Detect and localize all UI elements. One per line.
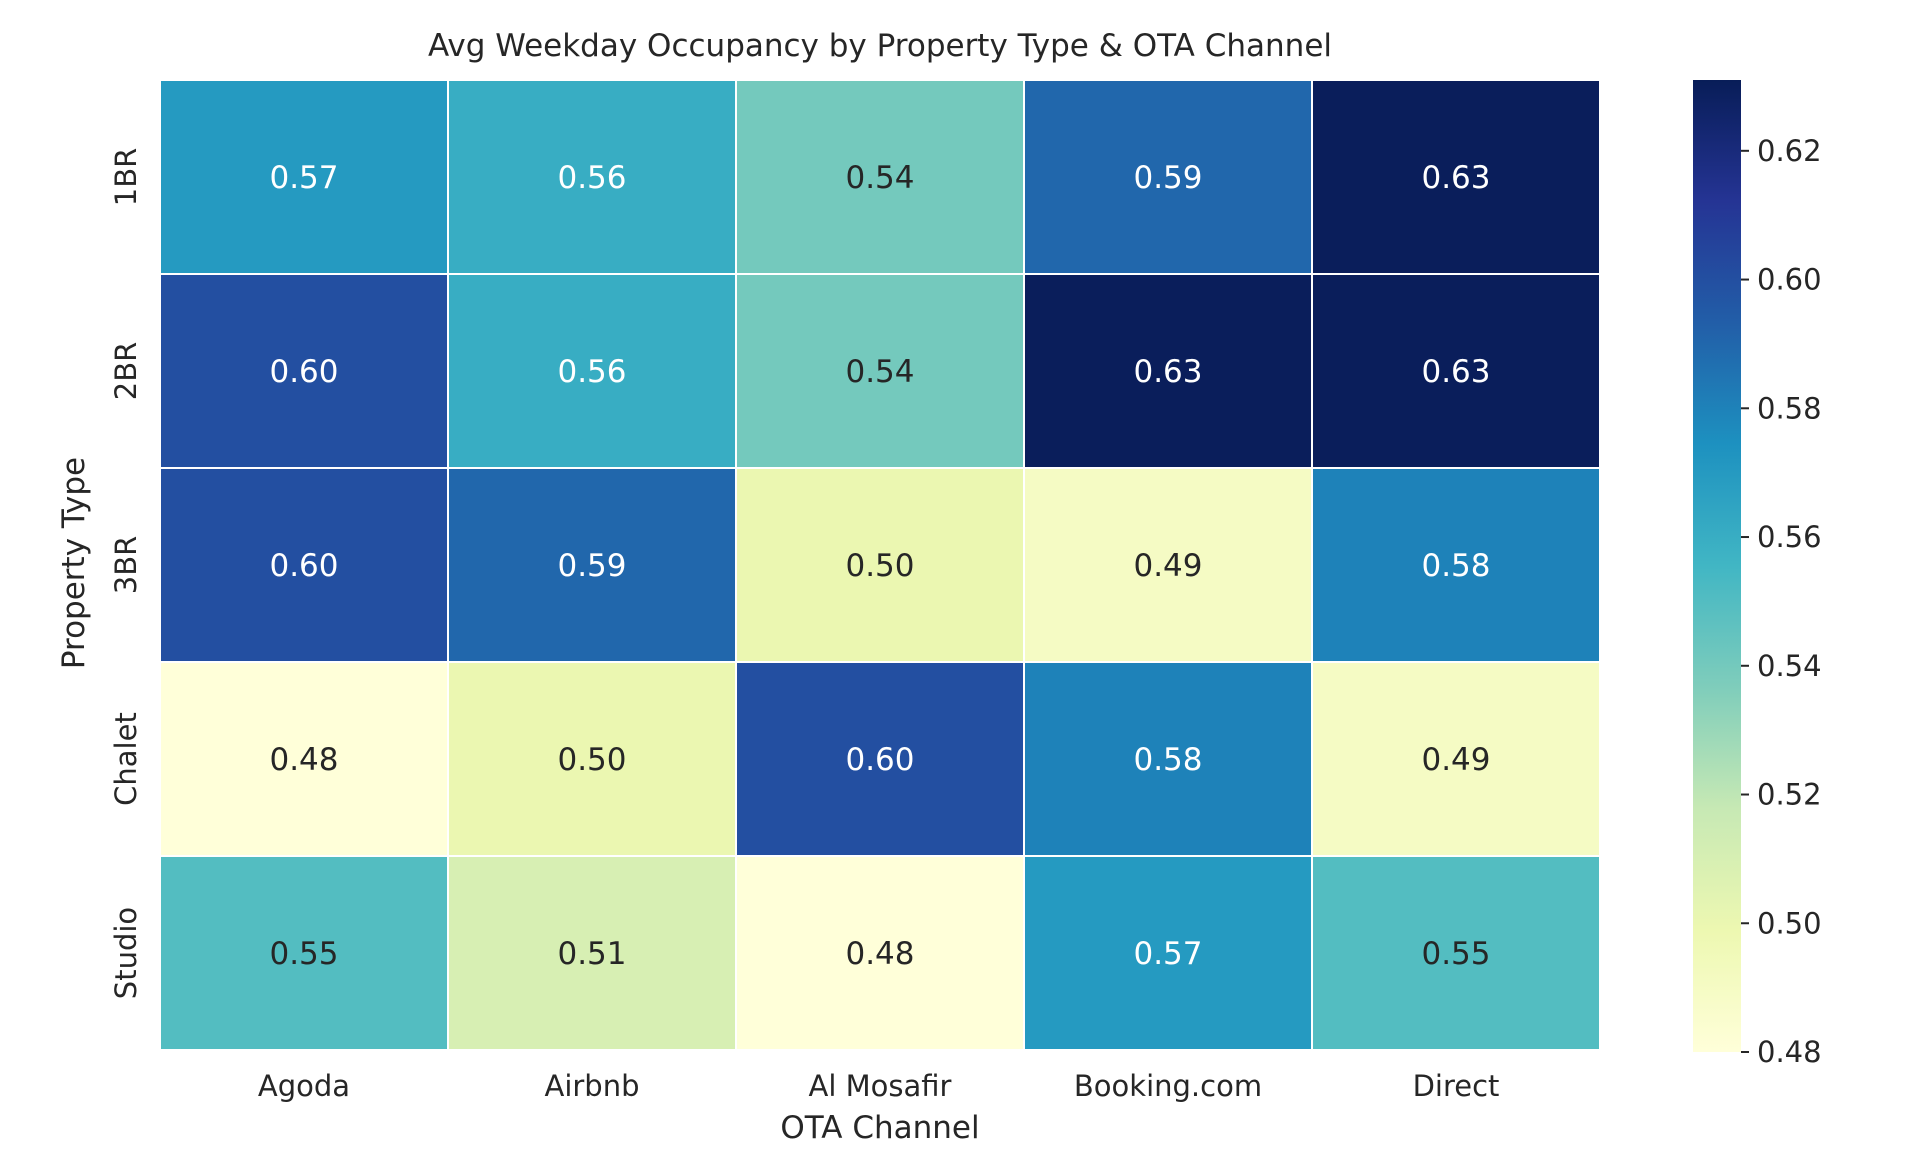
cell-value-label: 0.49 (1133, 548, 1202, 584)
cell-value-label: 0.51 (557, 936, 626, 972)
heatmap-cell (1311, 467, 1601, 663)
heatmap-cell (1023, 467, 1313, 663)
heatmap-cell (159, 79, 449, 275)
y-tick-label: Chalet (109, 712, 143, 806)
y-tick-label: 2BR (109, 342, 143, 401)
heatmap-cell (1023, 855, 1313, 1051)
heatmap-cell (159, 661, 449, 857)
heatmap-cell (447, 273, 737, 469)
cell-value-label: 0.57 (1133, 936, 1202, 972)
colorbar-tick-label: 0.50 (1757, 906, 1822, 940)
cell-value-label: 0.49 (1421, 742, 1490, 778)
colorbar (1693, 80, 1741, 1052)
colorbar-tick-label: 0.48 (1757, 1035, 1822, 1069)
x-tick-label: Al Mosafir (809, 1069, 952, 1103)
cell-value-label: 0.55 (1421, 936, 1490, 972)
cell-value-label: 0.50 (845, 548, 914, 584)
cell-value-label: 0.55 (269, 936, 338, 972)
cell-value-label: 0.58 (1421, 548, 1490, 584)
cell-value-label: 0.54 (845, 354, 914, 390)
colorbar-tick-label: 0.62 (1757, 134, 1822, 168)
heatmap-cell (1023, 273, 1313, 469)
cell-value-label: 0.59 (1133, 160, 1202, 196)
x-tick-label: Booking.com (1074, 1069, 1262, 1103)
heatmap-cell (1311, 855, 1601, 1051)
y-tick-label: Studio (109, 907, 143, 999)
cell-value-label: 0.58 (1133, 742, 1202, 778)
cell-value-label: 0.54 (845, 160, 914, 196)
cell-value-label: 0.56 (557, 354, 626, 390)
colorbar-tick-label: 0.52 (1757, 778, 1822, 812)
heatmap-cell (159, 855, 449, 1051)
cell-value-label: 0.60 (845, 742, 914, 778)
heatmap-cell (447, 855, 737, 1051)
colorbar-tick-label: 0.56 (1757, 520, 1822, 554)
colorbar-tick-label: 0.58 (1757, 391, 1822, 425)
cell-value-label: 0.63 (1421, 160, 1490, 196)
heatmap-cell (1023, 79, 1313, 275)
cell-value-label: 0.63 (1421, 354, 1490, 390)
x-axis-label: OTA Channel (780, 1110, 980, 1146)
y-tick-label: 1BR (109, 148, 143, 207)
heatmap-cell (447, 467, 737, 663)
heatmap-cell (1311, 273, 1601, 469)
x-tick-label: Direct (1413, 1069, 1500, 1103)
cell-value-label: 0.48 (269, 742, 338, 778)
colorbar-tick-label: 0.60 (1757, 263, 1822, 297)
cell-value-label: 0.60 (269, 354, 338, 390)
cell-value-label: 0.57 (269, 160, 338, 196)
heatmap-cell (447, 661, 737, 857)
cell-value-label: 0.60 (269, 548, 338, 584)
heatmap-cell (735, 79, 1025, 275)
heatmap-cell (735, 273, 1025, 469)
x-tick-label: Airbnb (544, 1069, 639, 1103)
heatmap-cell (735, 467, 1025, 663)
colorbar-tick-label: 0.54 (1757, 649, 1822, 683)
heatmap-cell (1311, 661, 1601, 857)
heatmap-cell (735, 855, 1025, 1051)
heatmap-cell (735, 661, 1025, 857)
cell-value-label: 0.59 (557, 548, 626, 584)
y-axis-label: Property Type (56, 456, 92, 670)
cell-value-label: 0.50 (557, 742, 626, 778)
cell-value-label: 0.63 (1133, 354, 1202, 390)
y-tick-label: 3BR (109, 536, 143, 595)
chart-title: Avg Weekday Occupancy by Property Type &… (427, 28, 1333, 64)
x-tick-label: Agoda (258, 1069, 350, 1103)
heatmap-cell (447, 79, 737, 275)
cell-value-label: 0.56 (557, 160, 626, 196)
cell-value-label: 0.48 (845, 936, 914, 972)
heatmap-cell (1023, 661, 1313, 857)
